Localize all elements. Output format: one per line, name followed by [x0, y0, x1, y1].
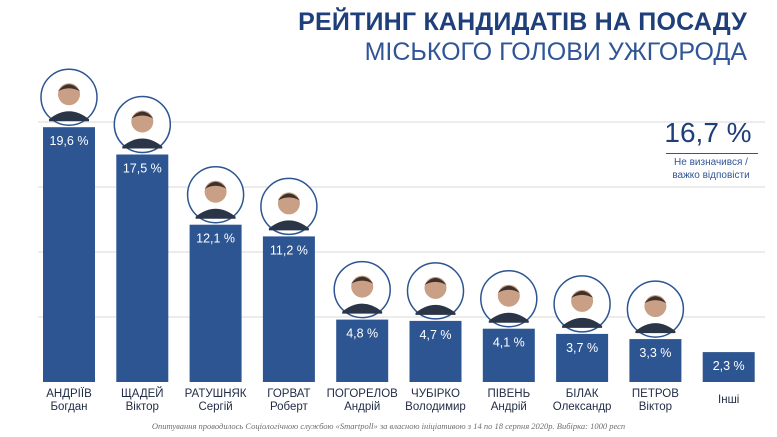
bar — [409, 320, 462, 382]
bar — [482, 328, 535, 382]
candidate-photo-suit — [635, 323, 676, 334]
category-label-name: Роберт — [270, 401, 309, 413]
candidate-photo-hair — [204, 181, 227, 189]
bar — [116, 154, 169, 382]
candidate-photo-hair — [571, 290, 594, 298]
candidate-photo-hair — [277, 193, 300, 201]
undecided-caption-line1: Не визначився / — [674, 157, 748, 168]
candidate-photo-suit — [195, 208, 236, 219]
category-label: ГОРВАТ — [267, 388, 310, 400]
bar-value-label: 3,3 % — [639, 346, 671, 360]
bar-value-label: 4,7 % — [420, 328, 452, 342]
bar — [189, 224, 242, 382]
bar-value-label: 4,8 % — [346, 327, 378, 341]
bar — [262, 236, 315, 382]
chart-subtitle: МІСЬКОГО ГОЛОВИ УЖГОРОДА — [364, 38, 747, 66]
category-label: ПІВЕНЬ — [487, 388, 530, 400]
category-label-name: Олександр — [553, 401, 612, 413]
category-label-name: Андрій — [491, 401, 527, 413]
candidate-photo-hair — [131, 111, 154, 119]
category-label-name: Андрій — [344, 401, 380, 413]
candidate-photo-suit — [268, 220, 309, 231]
candidate-photo-suit — [49, 111, 89, 122]
category-label: РАТУШНЯК — [185, 388, 247, 400]
undecided-divider — [666, 153, 758, 154]
bar-value-label: 2,3 % — [713, 359, 745, 373]
bar-value-label: 3,7 % — [566, 341, 598, 355]
category-label: АНДРІЇВ — [46, 388, 92, 400]
category-label: ПОГОРЕЛОВ — [327, 388, 399, 400]
candidate-photo-suit — [562, 317, 603, 328]
undecided-caption-line2: важко відповісти — [672, 170, 750, 181]
category-label-name: Богдан — [50, 401, 87, 413]
category-label: ПЕТРОВ — [632, 388, 679, 400]
undecided-value: 16,7 % — [664, 117, 752, 148]
category-label-name: Володимир — [405, 401, 466, 413]
category-label-name: Віктор — [126, 401, 159, 413]
undecided-caption: Не визначився / важко відповісти — [650, 156, 772, 182]
bar-value-label: 12,1 % — [196, 232, 235, 246]
bar — [629, 339, 682, 382]
category-label-name: Віктор — [639, 401, 672, 413]
candidate-photo-suit — [342, 303, 383, 314]
candidate-photo-hair — [497, 285, 520, 293]
candidate-photo-suit — [488, 312, 529, 323]
candidate-photo-hair — [58, 84, 80, 92]
bar — [702, 352, 755, 382]
chart-title: РЕЙТИНГ КАНДИДАТІВ НА ПОСАДУ — [298, 8, 747, 36]
bar-value-label: 17,5 % — [123, 162, 162, 176]
bar — [556, 333, 609, 382]
category-label: БІЛАК — [566, 388, 599, 400]
candidate-photo-hair — [644, 296, 667, 304]
candidate-photo-hair — [424, 277, 447, 285]
bar-value-label: 4,1 % — [493, 336, 525, 350]
bar — [43, 127, 95, 382]
bar-value-label: 11,2 % — [270, 243, 308, 257]
category-label: ЧУБІРКО — [411, 388, 460, 400]
category-label: ЩАДЕЙ — [121, 387, 164, 400]
category-label: Інші — [718, 394, 739, 406]
bar-value-label: 19,6 % — [50, 134, 89, 148]
candidate-photo-suit — [122, 138, 163, 149]
candidate-photo-suit — [415, 304, 456, 315]
footnote: Опитування проводилось Соціологічною слу… — [151, 421, 626, 431]
bar — [336, 319, 389, 382]
category-label-name: Сергій — [198, 401, 232, 413]
candidate-photo-hair — [351, 276, 374, 284]
